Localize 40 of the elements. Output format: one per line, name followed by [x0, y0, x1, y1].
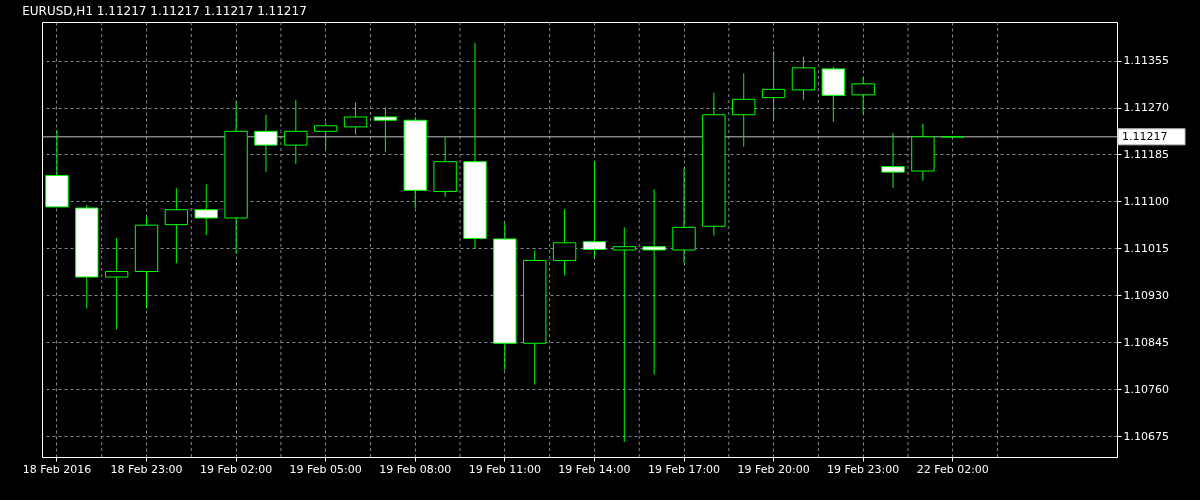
- y-tick-label: 1.11015: [1123, 241, 1169, 255]
- candlestick: [552, 208, 577, 276]
- candlestick: [642, 188, 666, 376]
- candlestick: [672, 167, 696, 264]
- candlestick: [881, 132, 905, 189]
- candlestick: [313, 121, 338, 151]
- x-tick-label: 22 Feb 02:00: [916, 462, 989, 476]
- candlestick: [343, 102, 368, 136]
- x-tick-label: 19 Feb 02:00: [200, 462, 273, 476]
- candlestick: [104, 237, 129, 330]
- candlestick: [851, 76, 875, 115]
- y-tick-label: 1.11100: [1123, 194, 1169, 208]
- candlestick: [373, 107, 398, 153]
- y-tick-label: 1.11185: [1123, 147, 1169, 161]
- x-tick-label: 19 Feb 14:00: [558, 462, 631, 476]
- x-tick-label: 19 Feb 11:00: [468, 462, 541, 476]
- candlestick: [612, 226, 636, 443]
- candlestick: [194, 183, 218, 236]
- x-tick-label: 19 Feb 20:00: [737, 462, 810, 476]
- y-tick-label: 1.10760: [1123, 382, 1169, 396]
- chart-title: EURUSD,H1 1.11217 1.11217 1.11217 1.11217: [22, 3, 307, 18]
- y-tick-label: 1.10675: [1123, 429, 1169, 443]
- x-tick-label: 19 Feb 17:00: [647, 462, 721, 476]
- x-tick-label: 19 Feb 23:00: [827, 462, 900, 476]
- candlestick: [732, 72, 756, 148]
- candlestick: [284, 99, 308, 165]
- ref-line-label: 1.11217: [1122, 129, 1168, 143]
- candlestick: [582, 161, 607, 259]
- candlestick: [164, 187, 189, 264]
- y-tick-label: 1.10845: [1123, 335, 1169, 349]
- x-tick-label: 18 Feb 2016: [22, 462, 92, 476]
- y-tick-label: 1.11270: [1123, 101, 1169, 115]
- y-tick-label: 1.11355: [1123, 54, 1169, 68]
- y-tick-label: 1.10930: [1123, 288, 1169, 302]
- x-tick-label: 18 Feb 23:00: [110, 462, 183, 476]
- x-tick-label: 19 Feb 05:00: [289, 462, 362, 476]
- x-tick-label: 19 Feb 08:00: [379, 462, 452, 476]
- candlestick: [254, 114, 278, 173]
- candlestick: [791, 56, 816, 101]
- candlestick: [761, 50, 786, 121]
